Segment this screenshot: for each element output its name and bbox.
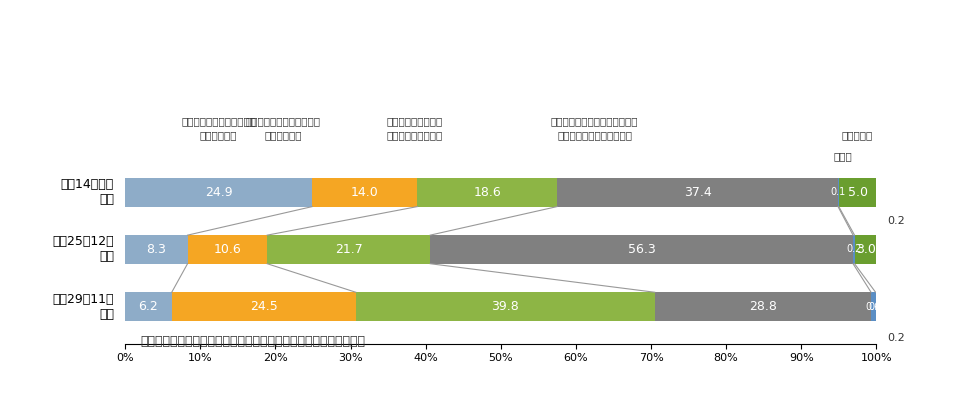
Text: 0.2: 0.2 [869,301,884,312]
Text: 10.6: 10.6 [214,243,241,256]
Text: 0.2: 0.2 [888,333,905,343]
Text: 8.3: 8.3 [146,243,167,256]
Bar [188,235,267,264]
Bar [125,235,188,264]
Text: わからない: わからない [842,130,873,140]
Bar [125,178,312,207]
Text: その他: その他 [833,151,852,161]
Text: 21.7: 21.7 [335,243,362,256]
Bar [875,292,877,321]
Bar [655,292,872,321]
Bar [839,178,876,207]
Text: 5.0: 5.0 [847,186,868,199]
Text: 39.8: 39.8 [491,300,519,313]
Bar [125,292,171,321]
Text: 0.1: 0.1 [831,187,846,198]
Text: 18.6: 18.6 [474,186,501,199]
Text: 37.4: 37.4 [684,186,712,199]
Bar [417,178,557,207]
Bar [355,292,655,321]
Bar [854,235,877,264]
Text: 6.2: 6.2 [139,300,158,313]
Text: 24.9: 24.9 [205,186,232,199]
Bar [558,178,838,207]
Text: 0.6: 0.6 [866,301,881,312]
Text: 0.2: 0.2 [888,216,905,226]
Text: 共助に重点を置いた対応を
すべきである: 共助に重点を置いた対応を すべきである [246,117,321,140]
Text: 自助に重点を置いた
対応をすべきである: 自助に重点を置いた 対応をすべきである [386,117,443,140]
Bar [853,235,854,264]
Bar [872,292,875,321]
Text: 24.5: 24.5 [250,300,277,313]
Text: 3.0: 3.0 [856,243,875,256]
Text: 56.3: 56.3 [628,243,656,256]
Text: 14.0: 14.0 [351,186,378,199]
Bar [267,235,430,264]
Text: 公助、共助、自助のバランスが
取れた対応をすべきである: 公助、共助、自助のバランスが 取れた対応をすべきである [551,117,638,140]
Text: 0.2: 0.2 [846,245,862,254]
Text: 28.8: 28.8 [749,300,777,313]
Bar [312,178,417,207]
Bar [171,292,355,321]
Text: 出典：内閣府政府広報室「防災に関する世論調査」より内閣府作成: 出典：内閣府政府広報室「防災に関する世論調査」より内閣府作成 [141,335,365,348]
Text: 公助に重点を置いた対応を
すべきである: 公助に重点を置いた対応を すべきである [181,117,256,140]
Bar [430,235,853,264]
